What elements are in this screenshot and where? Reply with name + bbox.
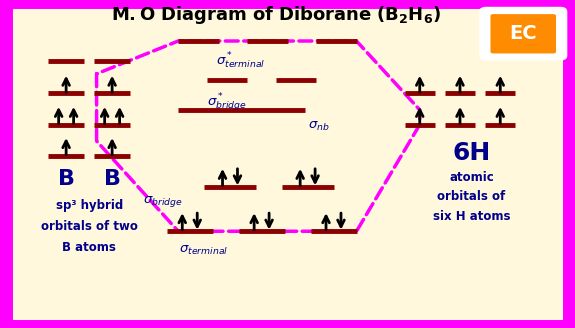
Text: 6H: 6H [453, 140, 490, 165]
Text: B atoms: B atoms [62, 241, 116, 254]
FancyBboxPatch shape [481, 9, 565, 58]
FancyBboxPatch shape [490, 14, 556, 53]
Text: atomic: atomic [449, 171, 494, 184]
Text: six H atoms: six H atoms [433, 210, 510, 223]
Text: $\mathbf{M.O\ Diagram\ of\ Diborane\ (B_2H_6)}$: $\mathbf{M.O\ Diagram\ of\ Diborane\ (B_… [111, 4, 441, 26]
Text: orbitals of two: orbitals of two [41, 220, 137, 233]
Text: $\sigma_{nb}$: $\sigma_{nb}$ [308, 120, 329, 133]
Text: orbitals of: orbitals of [438, 190, 505, 203]
FancyBboxPatch shape [9, 5, 566, 323]
Text: $\sigma^*_{terminal}$: $\sigma^*_{terminal}$ [216, 51, 265, 71]
Text: sp³ hybrid: sp³ hybrid [56, 198, 122, 212]
Text: $\sigma_{bridge}$: $\sigma_{bridge}$ [143, 194, 182, 209]
Text: B: B [58, 169, 75, 189]
Text: $\sigma_{terminal}$: $\sigma_{terminal}$ [179, 244, 229, 257]
Text: EC: EC [509, 24, 537, 43]
Text: $\sigma^*_{bridge}$: $\sigma^*_{bridge}$ [207, 92, 247, 114]
Text: B: B [104, 169, 121, 189]
